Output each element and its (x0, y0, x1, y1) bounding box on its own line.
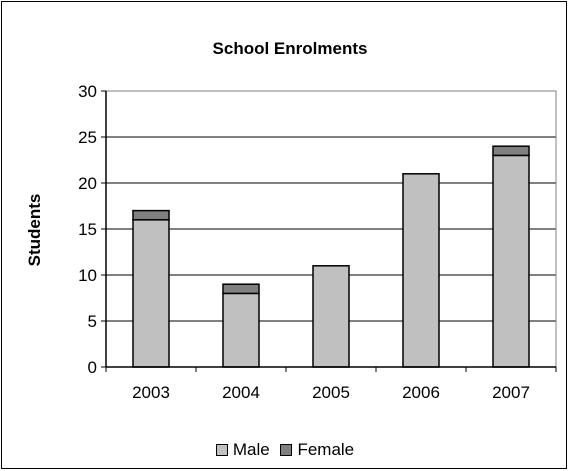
bar-male-2005 (312, 265, 350, 368)
bars (132, 145, 530, 368)
axes (101, 90, 557, 372)
bar-female-2007 (492, 145, 530, 157)
y-tick-label: 5 (88, 312, 97, 331)
legend-swatch-male (215, 444, 228, 456)
legend-swatch-female (280, 444, 293, 456)
y-axis-label: Students (25, 194, 44, 267)
y-tick-label: 15 (78, 220, 97, 239)
x-tick-label: 2007 (492, 383, 530, 402)
x-tick-label: 2003 (132, 383, 170, 402)
y-tick-label: 30 (78, 82, 97, 101)
bar-male-2004 (222, 292, 260, 368)
x-tick-label: 2005 (312, 383, 350, 402)
bar-female-2004 (222, 283, 260, 295)
legend-item-male: Male (215, 440, 270, 460)
y-tick-label: 10 (78, 266, 97, 285)
x-tick-label: 2006 (402, 383, 440, 402)
tick-labels: 0 5 10 15 20 25 30 2003 2004 2005 2006 2007 (78, 82, 530, 402)
bar-male-2006 (402, 173, 440, 368)
legend-label-female: Female (297, 440, 355, 459)
bar-female-2003 (132, 209, 170, 221)
y-tick-label: 20 (78, 174, 97, 193)
bar-male-2003 (132, 219, 170, 368)
legend-item-female: Female (280, 440, 354, 460)
y-tick-label: 25 (78, 128, 97, 147)
y-tick-label: 0 (88, 358, 97, 377)
bar-male-2007 (492, 154, 530, 368)
legend: Male Female (2, 440, 568, 461)
legend-label-male: Male (232, 440, 270, 459)
chart-title: School Enrolments (213, 39, 368, 58)
x-tick-label: 2004 (222, 383, 260, 402)
